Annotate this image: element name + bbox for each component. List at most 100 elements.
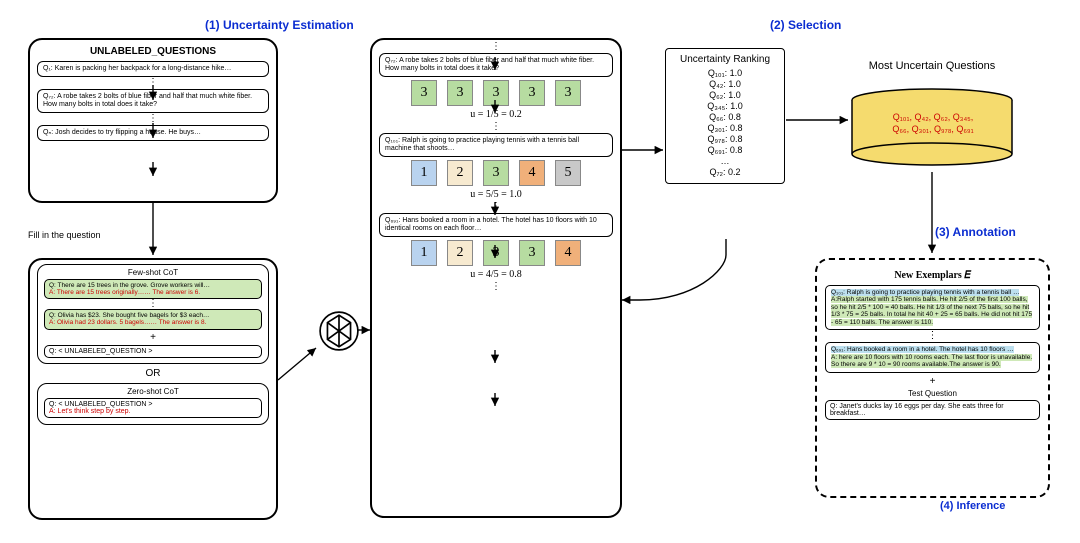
fill-label: Fill in the question	[28, 230, 101, 240]
ranking-row: Q₃₄₅: 1.0	[674, 101, 776, 111]
exemplar-2: Q₆₉₁: Hans booked a room in a hotel. The…	[825, 342, 1040, 372]
mid-q101-text: Ralph is going to practice playing tenni…	[385, 137, 579, 152]
vdots: ⋮	[372, 284, 620, 290]
q72-sub: Q₇₂:	[43, 93, 56, 100]
stage-1-title: (1) Uncertainty Estimation	[205, 18, 354, 32]
mid-q72: Q₇₂: A robe takes 2 bolts of blue fiber …	[379, 53, 613, 77]
mid-q691: Q₆₉₁: Hans booked a room in a hotel. The…	[379, 213, 613, 237]
test-label: Test Question	[817, 389, 1048, 398]
plus-icon: +	[38, 332, 268, 343]
ranking-row: Q₆₉₁: 0.8	[674, 145, 776, 155]
unlabeled-qn: Qₙ: Josh decides to try flipping a house…	[37, 125, 269, 141]
fewshot-subpanel: Few-shot CoT Q: There are 15 trees in th…	[37, 264, 269, 364]
ranking-row: Q₇₂: 0.2	[674, 167, 776, 177]
fewshot-title: Few-shot CoT	[38, 268, 268, 277]
answer-tile: 3	[483, 80, 509, 106]
ranking-row: Q₁₀₁: 1.0	[674, 68, 776, 78]
answer-tile: 3	[483, 160, 509, 186]
ex1q: Q₁₀₁: Ralph is going to practice playing…	[831, 289, 1019, 296]
q1-sub: Q₁:	[43, 65, 53, 72]
u-q72: u = 1/5 = 0.2	[372, 109, 620, 120]
answer-tile: 3	[519, 80, 545, 106]
vdots: ⋮	[30, 116, 276, 122]
vdots: ⋮	[817, 333, 1048, 339]
fewshot-ex2: Q: Olivia has $23. She bought five bagel…	[44, 309, 262, 329]
ex2-a: A: Olivia had 23 dollars. 5 bagels…… The…	[49, 319, 206, 326]
answer-tile: 5	[555, 160, 581, 186]
exemplar-1: Q₁₀₁: Ralph is going to practice playing…	[825, 285, 1040, 330]
qn-text: Josh decides to try flipping a house. He…	[55, 129, 201, 136]
vdots: ⋮	[372, 204, 620, 210]
answer-tile: 3	[447, 80, 473, 106]
zeroshot-title: Zero-shot CoT	[38, 387, 268, 396]
answer-tile: 3	[519, 240, 545, 266]
prompt-panel: Few-shot CoT Q: There are 15 trees in th…	[28, 258, 278, 520]
answer-tile: 1	[411, 240, 437, 266]
ex1a: A:Ralph started with 175 tennis balls. H…	[831, 296, 1032, 325]
ranking-box: Uncertainty Ranking Q₁₀₁: 1.0Q₄₂: 1.0Q₆₂…	[665, 48, 785, 184]
cyl-line2: Q₆₆, Q₃₀₁, Q₉₇₈, Q₆₉₁	[892, 124, 973, 134]
cyl-line1: Q₁₀₁, Q₄₂, Q₆₂, Q₃₄₅,	[893, 112, 974, 122]
tiles-q691: 12334	[372, 240, 620, 266]
answer-tile: 2	[447, 240, 473, 266]
mid-q101: Q₁₀₁: Ralph is going to practice playing…	[379, 133, 613, 157]
ex1-a: A: There are 15 trees originally…… The a…	[49, 289, 200, 296]
ranking-row: Q₆₆: 0.8	[674, 112, 776, 122]
answer-tile: 1	[411, 160, 437, 186]
exemplars-title: New Exemplars 𝐸	[817, 270, 1048, 281]
answer-tile: 4	[519, 160, 545, 186]
unlabeled-q72: Q₇₂: A robe takes 2 bolts of blue fiber …	[37, 89, 269, 113]
vdots: ⋮	[38, 301, 268, 307]
zero-a: A: Let's think step by step.	[49, 408, 131, 415]
stage-4-title: (4) Inference	[940, 500, 1005, 512]
zeroshot-subpanel: Zero-shot CoT Q: < UNLABELED_QUESTION >A…	[37, 383, 269, 425]
fewshot-ex1: Q: There are 15 trees in the grove. Grov…	[44, 279, 262, 299]
tiles-q101: 12345	[372, 160, 620, 186]
q72-text: A robe takes 2 bolts of blue fiber and h…	[43, 93, 252, 108]
ranking-row: Q₉₇₈: 0.8	[674, 134, 776, 144]
cylinder-text: Q₁₀₁, Q₄₂, Q₆₂, Q₃₄₅, Q₆₆, Q₃₀₁, Q₉₇₈, Q…	[858, 112, 1008, 135]
stage-2-title: (2) Selection	[770, 18, 841, 32]
zeroshot-q: Q: < UNLABELED_QUESTION >A: Let's think …	[44, 398, 262, 418]
plus-icon: +	[817, 376, 1048, 387]
ex1-q: Q: There are 15 trees in the grove. Grov…	[49, 282, 210, 289]
stage-3-title: (3) Annotation	[935, 225, 1016, 239]
zero-q: Q: < UNLABELED_QUESTION >	[49, 401, 152, 408]
mid-q101-sub: Q₁₀₁:	[385, 137, 400, 144]
exemplars-panel: New Exemplars 𝐸 Q₁₀₁: Ralph is going to …	[815, 258, 1050, 498]
vdots: ⋮	[30, 80, 276, 86]
unlabeled-title: UNLABELED_QUESTIONS	[30, 46, 276, 57]
ranking-title: Uncertainty Ranking	[674, 54, 776, 65]
cylinder-title: Most Uncertain Questions	[842, 60, 1022, 72]
unlabeled-panel: UNLABELED_QUESTIONS Q₁: Karen is packing…	[28, 38, 278, 203]
u-q691: u = 4/5 = 0.8	[372, 269, 620, 280]
answer-tile: 4	[555, 240, 581, 266]
mid-q72-text: A robe takes 2 bolts of blue fiber and h…	[385, 57, 594, 72]
ex2a: A: here are 10 floors with 10 rooms each…	[831, 354, 1032, 368]
fewshot-slot: Q: < UNLABELED_QUESTION >	[44, 345, 262, 358]
ranking-row: …	[674, 156, 776, 166]
mid-q72-sub: Q₇₂:	[385, 57, 398, 64]
answer-tile: 3	[555, 80, 581, 106]
answer-tile: 3	[411, 80, 437, 106]
vdots: ⋮	[372, 44, 620, 50]
qn-sub: Qₙ:	[43, 129, 53, 136]
mid-q691-text: Hans booked a room in a hotel. The hotel…	[385, 217, 597, 232]
test-question: Q: Janet's ducks lay 16 eggs per day. Sh…	[825, 400, 1040, 420]
ranking-row: Q₆₂: 1.0	[674, 90, 776, 100]
tiles-q72: 33333	[372, 80, 620, 106]
llm-icon	[318, 310, 360, 352]
unlabeled-q1: Q₁: Karen is packing her backpack for a …	[37, 61, 269, 77]
q1-text: Karen is packing her backpack for a long…	[55, 65, 232, 72]
ranking-row: Q₃₀₁: 0.8	[674, 123, 776, 133]
answer-tile: 3	[483, 240, 509, 266]
ex2q: Q₆₉₁: Hans booked a room in a hotel. The…	[831, 346, 1014, 353]
ex2-q: Q: Olivia has $23. She bought five bagel…	[49, 312, 209, 319]
answer-tile: 2	[447, 160, 473, 186]
uncertainty-panel: ⋮ Q₇₂: A robe takes 2 bolts of blue fibe…	[370, 38, 622, 518]
mid-q691-sub: Q₆₉₁:	[385, 217, 400, 224]
u-q101: u = 5/5 = 1.0	[372, 189, 620, 200]
or-label: OR	[30, 368, 276, 379]
ranking-row: Q₄₂: 1.0	[674, 79, 776, 89]
vdots: ⋮	[372, 124, 620, 130]
